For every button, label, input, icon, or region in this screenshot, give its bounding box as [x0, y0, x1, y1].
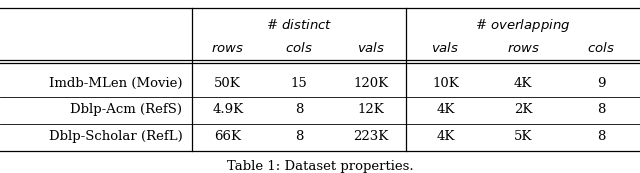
Text: Table 1: Dataset properties.: Table 1: Dataset properties.	[227, 160, 413, 173]
Text: 5K: 5K	[514, 130, 532, 143]
Text: 8: 8	[295, 130, 303, 143]
Text: Dblp-Acm (RefS): Dblp-Acm (RefS)	[70, 103, 182, 116]
Text: 4.9K: 4.9K	[212, 103, 243, 116]
Text: 15: 15	[291, 76, 308, 90]
Text: 223K: 223K	[353, 130, 388, 143]
Text: 66K: 66K	[214, 130, 241, 143]
Text: 10K: 10K	[432, 76, 459, 90]
Text: 9: 9	[597, 76, 605, 90]
Text: # $\mathit{overlapping}$: # $\mathit{overlapping}$	[476, 17, 571, 34]
Text: $\mathit{cols}$: $\mathit{cols}$	[588, 42, 615, 55]
Text: $\mathit{rows}$: $\mathit{rows}$	[211, 42, 244, 55]
Text: $\mathit{cols}$: $\mathit{cols}$	[285, 42, 313, 55]
Text: $\mathit{vals}$: $\mathit{vals}$	[356, 42, 385, 55]
Text: 4K: 4K	[436, 130, 454, 143]
Text: 4K: 4K	[514, 76, 532, 90]
Text: Dblp-Scholar (RefL): Dblp-Scholar (RefL)	[49, 130, 182, 143]
Text: Imdb-MLen (Movie): Imdb-MLen (Movie)	[49, 76, 182, 90]
Text: 120K: 120K	[353, 76, 388, 90]
Text: 4K: 4K	[436, 103, 454, 116]
Text: $\mathit{vals}$: $\mathit{vals}$	[431, 42, 460, 55]
Text: 2K: 2K	[514, 103, 532, 116]
Text: 8: 8	[295, 103, 303, 116]
Text: # $\mathit{distinct}$: # $\mathit{distinct}$	[266, 18, 332, 32]
Text: 12K: 12K	[357, 103, 384, 116]
Text: 50K: 50K	[214, 76, 241, 90]
Text: $\mathit{rows}$: $\mathit{rows}$	[507, 42, 540, 55]
Text: 8: 8	[597, 103, 605, 116]
Text: 8: 8	[597, 130, 605, 143]
